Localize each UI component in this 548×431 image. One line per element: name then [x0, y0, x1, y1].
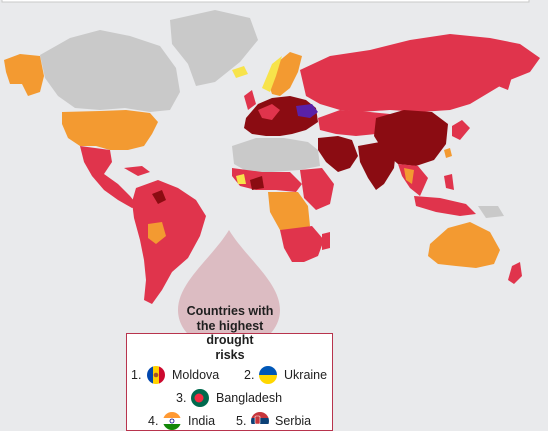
top-frame [1, 0, 530, 3]
legend-rank-2: 2. [244, 368, 255, 382]
north-africa [232, 138, 320, 172]
south-america-very-high [152, 190, 166, 204]
serbia-flag-icon [251, 412, 269, 430]
sahel-very-high [250, 176, 264, 190]
kamchatka [496, 68, 514, 90]
legend-country-bangladesh: Bangladesh [216, 391, 283, 405]
south-america-medium [148, 222, 166, 244]
india-flag-icon [163, 412, 181, 430]
west-africa [232, 168, 302, 192]
korea-japan [452, 120, 470, 140]
central-asia [318, 110, 392, 136]
legend-title-line-2: the highest [196, 318, 264, 333]
legend-country-india: India [188, 414, 216, 428]
taiwan [444, 148, 452, 158]
philippines [444, 174, 454, 190]
east-africa [300, 168, 334, 210]
thailand-medium [404, 168, 414, 184]
southern-africa [280, 226, 324, 262]
canada [40, 30, 180, 112]
legend-rank-5: 5. [236, 414, 247, 428]
west-africa-low [236, 174, 246, 184]
legend-country-moldova: Moldova [172, 368, 220, 382]
europe-high [258, 104, 280, 120]
legend-rank-1: 1. [131, 368, 142, 382]
usa [62, 110, 158, 150]
norway-low [262, 56, 282, 92]
legend-title-line-4: risks [215, 347, 245, 362]
madagascar [322, 232, 330, 250]
alaska [4, 54, 44, 96]
legend-rank-3: 3. [176, 391, 187, 405]
moldova-flag-icon [147, 366, 165, 384]
russia [300, 34, 540, 112]
scandinavia [268, 52, 302, 96]
legend-country-ukraine: Ukraine [284, 368, 328, 382]
greenland [170, 10, 258, 86]
legend-country-serbia: Serbia [275, 414, 312, 428]
central-africa [268, 192, 310, 234]
ukraine-moldova [296, 104, 318, 118]
indonesia [414, 196, 476, 216]
ukraine-flag-icon [259, 366, 277, 384]
new-zealand [508, 262, 522, 284]
uk [244, 90, 256, 110]
middle-east [318, 136, 358, 172]
caribbean [124, 166, 150, 176]
iceland [232, 66, 248, 78]
australia [428, 222, 500, 268]
legend-title-line-3: drought [206, 333, 254, 347]
legend-title-line-1: Countries with [186, 304, 274, 318]
legend-title: Countries with the highest drought risks [174, 304, 286, 362]
legend-rank-4: 4. [148, 414, 159, 428]
bangladesh-flag-icon [191, 389, 209, 407]
india [358, 142, 396, 190]
south-america [132, 180, 206, 304]
mexico-central-america [80, 146, 138, 208]
new-guinea [478, 206, 504, 218]
